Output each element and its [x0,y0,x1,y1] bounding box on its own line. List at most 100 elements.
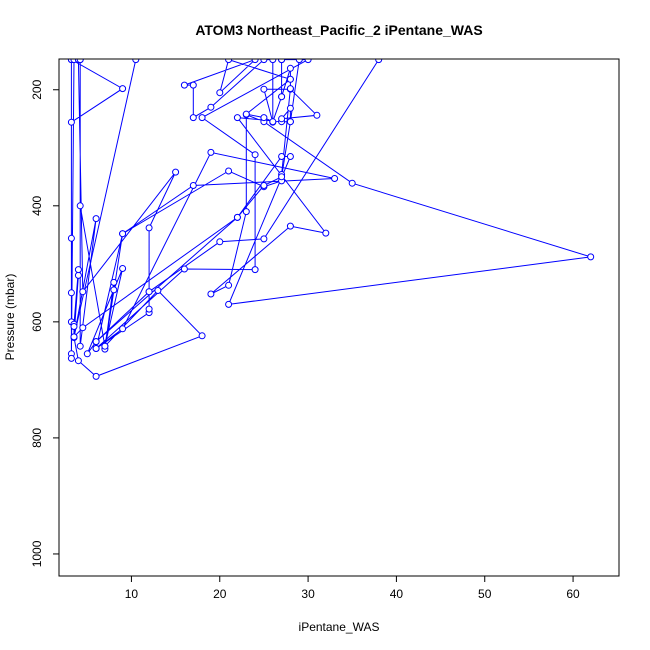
data-point [251,151,259,159]
data-point [76,342,84,350]
data-point [79,288,87,296]
data-point [304,59,312,64]
y-axis-label: Pressure (mbar) [3,274,17,361]
series-line [73,59,300,339]
data-point [83,350,91,358]
data-point [286,118,294,126]
data-point [101,342,109,350]
data-point [207,290,215,298]
data-point [375,59,383,64]
data-point [251,266,259,274]
data-point [322,229,330,237]
x-tick-label: 40 [390,587,404,601]
data-point [119,85,127,93]
data-point [269,59,277,64]
data-point [132,59,140,64]
data-point [260,85,268,93]
data-point [260,182,268,189]
data-point [74,357,82,365]
data-point [260,114,268,122]
x-tick-label: 10 [125,587,139,601]
data-point [286,75,294,83]
data-point [242,208,250,216]
data-point [92,345,100,352]
data-point [74,271,82,279]
data-point [225,167,233,175]
data-point [189,182,197,189]
data-point [278,59,286,64]
data-point [154,287,162,294]
data-point [76,202,84,210]
data-point [286,104,294,112]
data-point [79,324,87,332]
y-tick-label: 800 [30,428,44,448]
data-point [286,64,294,72]
data-point [92,338,100,346]
data-point [180,81,188,89]
data-point [260,235,268,243]
chart-title: ATOM3 Northeast_Pacific_2 iPentane_WAS [195,22,482,38]
x-tick-label: 20 [213,587,227,601]
data-point [225,59,233,64]
data-point [110,286,118,294]
x-tick-label: 60 [566,587,580,601]
y-axis: 200 400 600 800 1000 [30,79,59,567]
x-tick-label: 50 [478,587,492,601]
data-point [207,148,215,156]
x-axis-label: iPentane_WAS [299,620,380,634]
data-point [92,215,100,223]
data-point [110,278,118,286]
data-point [242,110,250,118]
x-axis: 10 20 30 40 50 60 [125,576,580,601]
data-point [172,168,180,176]
data-point [278,153,286,160]
data-point [119,230,127,238]
data-point [348,179,356,187]
data-point [145,305,153,313]
data-point [286,85,294,93]
data-point [216,238,224,246]
data-point [269,118,277,126]
data-point [313,111,321,119]
data-point [295,59,303,64]
data-point [92,372,100,380]
data-point [67,118,75,126]
data-point [70,333,78,341]
data-point [225,281,233,289]
series-line [95,59,380,342]
plot-points [67,59,595,380]
data-point [76,59,84,64]
data-point [189,114,197,122]
x-tick-label: 30 [301,587,315,601]
data-point [189,81,197,89]
plot-frame [58,58,620,577]
data-point [70,323,78,330]
data-point [74,266,82,274]
data-point [225,300,233,308]
data-point [180,265,188,273]
data-point [286,153,294,160]
y-tick-label: 600 [30,312,44,332]
data-point [119,265,127,272]
data-point [145,288,153,296]
data-point [278,173,286,181]
data-point [198,114,206,122]
data-point [145,224,153,232]
data-point [587,253,595,261]
data-point [67,234,75,242]
y-tick-label: 200 [30,79,44,99]
data-point [67,289,75,297]
data-point [331,175,339,182]
data-point [260,59,268,64]
data-point [207,103,215,111]
data-point [278,115,286,123]
data-point [233,114,241,122]
series-line [70,59,591,377]
data-point [278,93,286,101]
data-point [233,213,241,221]
data-point [216,89,224,97]
plot-lines [70,59,591,377]
data-point [67,354,75,362]
y-tick-label: 400 [30,195,44,215]
